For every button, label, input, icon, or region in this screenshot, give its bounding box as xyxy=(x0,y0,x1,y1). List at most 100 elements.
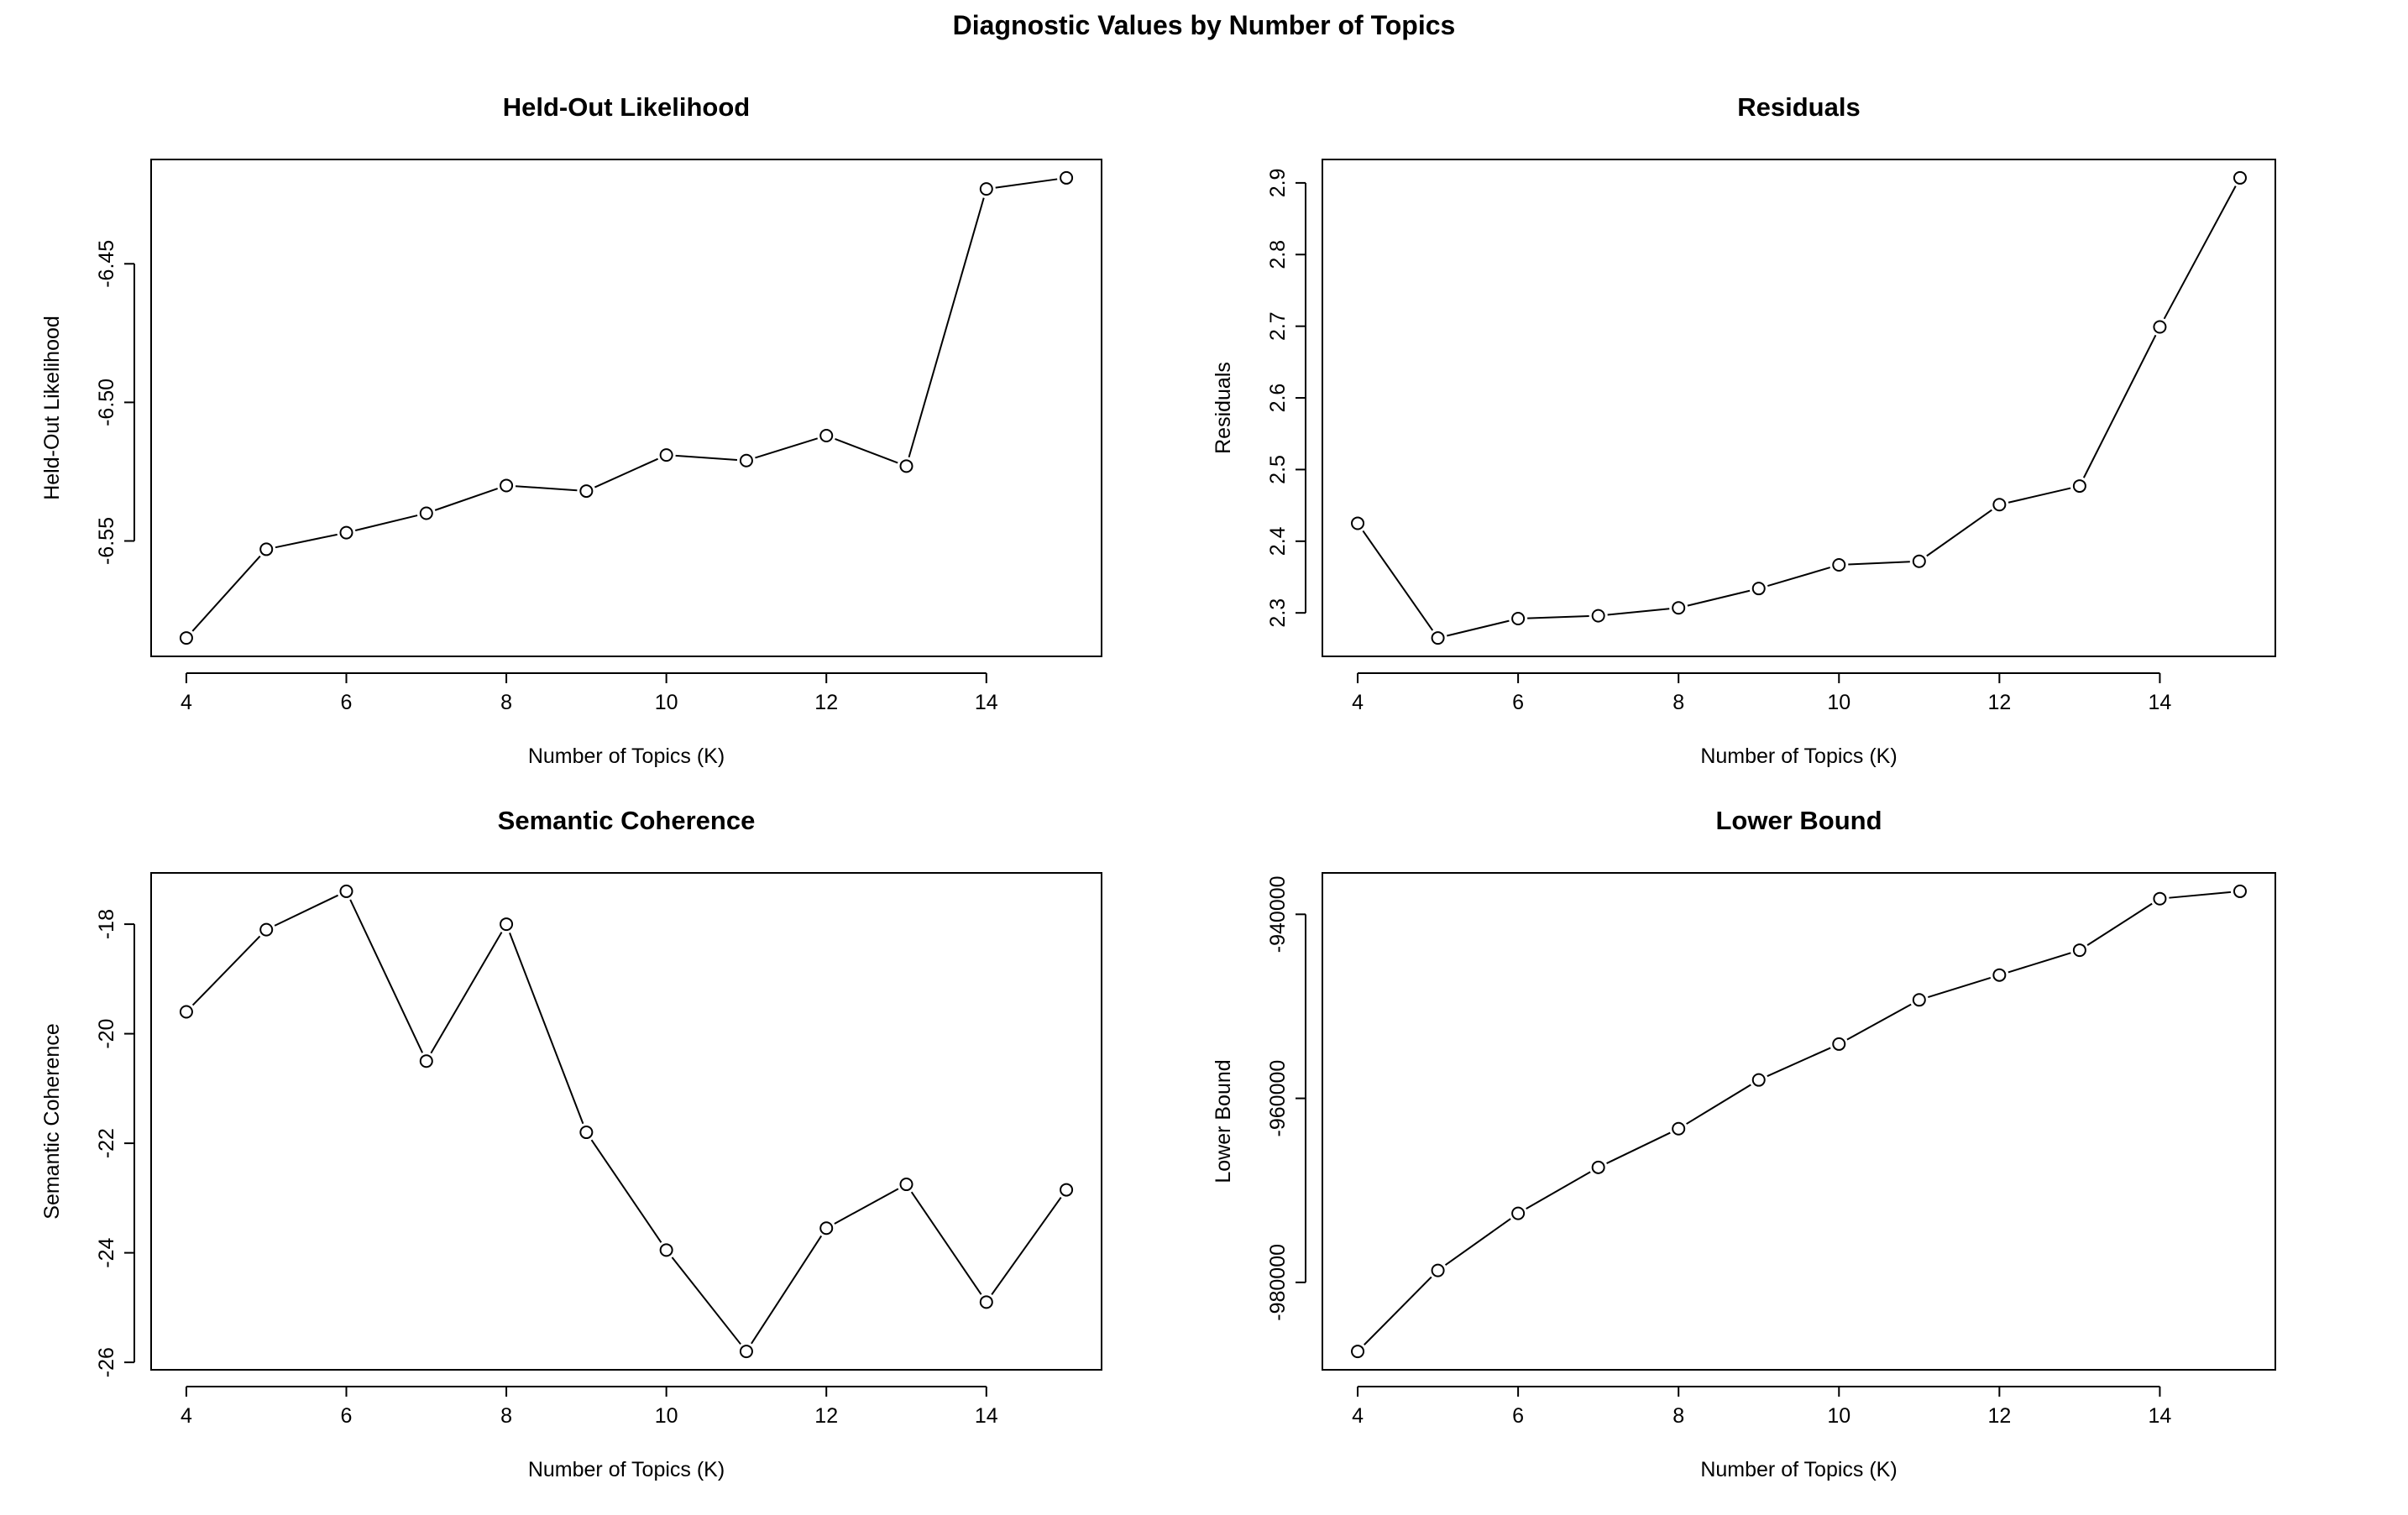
semantic-coherence-data-point xyxy=(1060,1183,1074,1197)
semantic-coherence-series-segment xyxy=(509,932,584,1125)
held-out-likelihood-data-point xyxy=(339,525,353,540)
held-out-likelihood-series-segment xyxy=(675,454,738,461)
lower-bound-x-axis-label: Number of Topics (K) xyxy=(1700,1458,1897,1481)
held-out-likelihood-y-tick-label: -6.50 xyxy=(95,379,118,426)
held-out-likelihood-series-segment xyxy=(908,197,985,458)
residuals-y-tick-label: 2.4 xyxy=(1266,526,1290,556)
semantic-coherence-series-segment xyxy=(834,1188,899,1225)
lower-bound-series-segment xyxy=(1364,1276,1432,1345)
lower-bound-series-segment xyxy=(2169,891,2232,899)
semantic-coherence-series-segment xyxy=(191,935,261,1006)
semantic-coherence-frame xyxy=(150,872,1102,1371)
semantic-coherence-x-tick-label: 4 xyxy=(181,1404,192,1428)
held-out-likelihood-series-segment xyxy=(594,457,659,488)
residuals-y-tick-label: 2.7 xyxy=(1266,311,1290,341)
semantic-coherence-title: Semantic Coherence xyxy=(498,806,756,835)
semantic-coherence-y-tick-label: -18 xyxy=(95,909,118,939)
residuals-series-segment xyxy=(1362,530,1434,631)
lower-bound-y-tick-label: -940000 xyxy=(1266,875,1290,953)
held-out-likelihood-series-segment xyxy=(835,438,898,464)
residuals-x-tick-label: 4 xyxy=(1352,691,1364,714)
lower-bound-data-point xyxy=(1351,1345,1365,1359)
semantic-coherence-x-tick-label: 14 xyxy=(975,1404,998,1428)
residuals-data-point xyxy=(2072,479,2086,494)
held-out-likelihood-series-segment xyxy=(191,555,261,632)
residuals-title: Residuals xyxy=(1737,92,1860,122)
lower-bound-x-tick-label: 8 xyxy=(1673,1404,1684,1428)
held-out-likelihood-data-point xyxy=(259,542,274,556)
semantic-coherence-series-segment xyxy=(590,1139,662,1243)
semantic-coherence-y-axis-label: Semantic Coherence xyxy=(40,1023,64,1219)
lower-bound-series-segment xyxy=(1686,1084,1751,1125)
semantic-coherence-series-segment xyxy=(349,899,424,1053)
figure-title: Diagnostic Values by Number of Topics xyxy=(952,10,1456,40)
lower-bound-x-tick-label: 14 xyxy=(2149,1404,2172,1428)
lower-bound-data-point xyxy=(2233,884,2247,898)
lower-bound-data-point xyxy=(2072,943,2086,958)
residuals-data-point xyxy=(2153,320,2167,334)
semantic-coherence-series-segment xyxy=(671,1256,741,1345)
residuals-data-point xyxy=(1431,631,1445,645)
lower-bound-panel: Lower Bound 4 6 8 10 12 14 Number of Topics (K)… xyxy=(1212,806,2276,1481)
residuals-data-point xyxy=(1672,601,1686,615)
residuals-series-segment xyxy=(1926,509,1992,557)
held-out-likelihood-data-point xyxy=(579,484,594,499)
held-out-likelihood-y-tick-label: -6.45 xyxy=(95,240,118,288)
held-out-likelihood-x-axis-label: Number of Topics (K) xyxy=(528,744,725,768)
semantic-coherence-data-point xyxy=(579,1126,594,1140)
lower-bound-data-point xyxy=(1672,1121,1686,1136)
semantic-coherence-data-point xyxy=(819,1221,834,1236)
semantic-coherence-y-tick-label: -24 xyxy=(95,1237,118,1267)
held-out-likelihood-data-point xyxy=(739,453,753,468)
residuals-x-tick-label: 10 xyxy=(1827,691,1850,714)
semantic-coherence-x-tick-label: 6 xyxy=(341,1404,353,1428)
semantic-coherence-x-axis-label: Number of Topics (K) xyxy=(528,1458,725,1481)
residuals-data-point xyxy=(1912,554,1926,568)
semantic-coherence-series-segment xyxy=(910,1191,982,1295)
held-out-likelihood-data-point xyxy=(179,631,193,645)
residuals-y-tick-label: 2.8 xyxy=(1266,240,1290,269)
lower-bound-series-segment xyxy=(1526,1171,1591,1210)
held-out-likelihood-panel: Held-Out Likelihood 4 6 8 10 12 14 Number of To… xyxy=(40,92,1102,768)
residuals-y-axis-label: Residuals xyxy=(1212,362,1235,454)
semantic-coherence-series-segment xyxy=(274,894,339,927)
semantic-coherence-y-tick-label: -20 xyxy=(95,1019,118,1049)
lower-bound-y-tick-label: -960000 xyxy=(1266,1060,1290,1137)
lower-bound-x-tick-label: 10 xyxy=(1827,1404,1850,1428)
held-out-likelihood-series-segment xyxy=(755,437,819,459)
residuals-series-segment xyxy=(2163,185,2237,320)
lower-bound-data-point xyxy=(1751,1073,1766,1087)
held-out-likelihood-data-point xyxy=(1060,170,1074,185)
lower-bound-y-axis-label: Lower Bound xyxy=(1212,1059,1235,1183)
lower-bound-series-segment xyxy=(1606,1131,1671,1164)
semantic-coherence-series-segment xyxy=(991,1196,1062,1295)
residuals-series-segment xyxy=(1767,567,1831,588)
lower-bound-frame xyxy=(1322,872,2276,1371)
residuals-x-tick-label: 12 xyxy=(1987,691,2011,714)
held-out-likelihood-data-point xyxy=(899,459,913,473)
held-out-likelihood-series-segment xyxy=(515,485,578,492)
semantic-coherence-data-point xyxy=(339,884,353,898)
held-out-likelihood-series-segment xyxy=(434,488,499,511)
residuals-data-point xyxy=(1511,612,1526,626)
held-out-likelihood-x-tick-label: 12 xyxy=(814,691,838,714)
held-out-likelihood-series-segment xyxy=(354,515,418,531)
held-out-likelihood-title: Held-Out Likelihood xyxy=(503,92,751,122)
lower-bound-x-tick-label: 6 xyxy=(1512,1404,1524,1428)
lower-bound-series-segment xyxy=(1444,1218,1511,1267)
residuals-x-tick-label: 14 xyxy=(2149,691,2172,714)
semantic-coherence-data-point xyxy=(979,1295,993,1309)
semantic-coherence-data-point xyxy=(899,1178,913,1192)
held-out-likelihood-x-tick-label: 6 xyxy=(341,691,353,714)
residuals-series-segment xyxy=(2008,487,2071,504)
residuals-data-point xyxy=(1351,516,1365,530)
held-out-likelihood-x-tick-label: 10 xyxy=(655,691,678,714)
held-out-likelihood-data-point xyxy=(500,478,514,493)
held-out-likelihood-x-tick-label: 14 xyxy=(975,691,998,714)
residuals-frame xyxy=(1322,159,2276,657)
lower-bound-data-point xyxy=(1511,1206,1526,1220)
residuals-data-point xyxy=(2233,170,2247,185)
held-out-likelihood-y-axis-label: Held-Out Likelihood xyxy=(40,316,64,500)
lower-bound-x-tick-label: 12 xyxy=(1987,1404,2011,1428)
lower-bound-series-segment xyxy=(1928,976,1992,998)
